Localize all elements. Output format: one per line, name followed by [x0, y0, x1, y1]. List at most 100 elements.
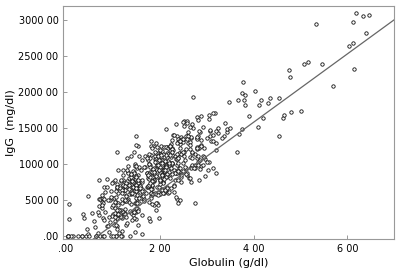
Point — [174, 156, 180, 161]
Point — [180, 138, 187, 142]
Point — [175, 169, 181, 173]
Point — [133, 134, 140, 139]
Point — [156, 158, 162, 162]
Point — [210, 111, 216, 116]
Point — [118, 179, 124, 183]
Point — [134, 178, 141, 183]
Point — [139, 232, 145, 237]
Point — [120, 178, 127, 182]
Point — [128, 191, 134, 196]
Point — [164, 186, 170, 190]
Point — [144, 156, 150, 161]
Point — [174, 201, 181, 206]
Point — [174, 163, 180, 167]
Y-axis label: IgG  (mg/dl): IgG (mg/dl) — [6, 89, 16, 156]
Point — [176, 139, 183, 143]
Point — [133, 189, 140, 193]
Point — [156, 216, 162, 220]
Point — [122, 184, 128, 189]
Point — [130, 185, 137, 189]
Point — [188, 180, 194, 184]
Point — [108, 194, 114, 199]
Point — [135, 144, 141, 149]
Point — [164, 155, 170, 159]
Point — [178, 135, 184, 139]
Point — [112, 223, 119, 227]
Point — [198, 144, 204, 148]
Point — [168, 166, 175, 170]
Point — [176, 150, 182, 155]
Point — [194, 146, 200, 150]
Point — [286, 74, 293, 79]
Point — [114, 208, 120, 213]
Point — [154, 171, 160, 175]
Point — [96, 178, 103, 182]
Point — [195, 153, 202, 158]
Point — [154, 190, 161, 195]
Point — [160, 191, 166, 195]
Point — [161, 158, 167, 162]
Point — [166, 160, 172, 165]
Point — [157, 165, 164, 170]
Point — [146, 152, 152, 156]
Point — [168, 172, 175, 176]
Point — [193, 137, 200, 141]
Point — [133, 143, 139, 147]
Point — [115, 212, 121, 216]
Point — [126, 191, 132, 196]
Point — [275, 96, 282, 100]
Point — [134, 223, 141, 227]
Point — [144, 184, 151, 188]
Point — [144, 158, 151, 162]
Point — [114, 187, 120, 191]
Point — [129, 191, 135, 195]
Point — [163, 175, 170, 180]
Point — [81, 216, 87, 220]
Point — [177, 166, 183, 170]
Point — [131, 171, 138, 175]
Point — [139, 193, 145, 198]
Point — [200, 155, 207, 159]
Point — [154, 162, 161, 167]
Point — [91, 219, 98, 223]
Point — [127, 192, 134, 196]
Point — [160, 175, 166, 179]
Point — [168, 186, 174, 190]
Point — [173, 157, 179, 162]
Point — [140, 196, 147, 200]
Point — [167, 155, 174, 159]
Point — [187, 125, 194, 130]
Point — [133, 175, 139, 179]
Point — [136, 179, 143, 183]
Point — [203, 136, 210, 140]
Point — [185, 134, 191, 138]
Point — [170, 184, 177, 188]
Point — [120, 183, 126, 187]
Point — [297, 109, 304, 113]
Point — [267, 96, 274, 100]
Point — [195, 163, 202, 167]
Point — [85, 232, 91, 236]
Point — [132, 184, 139, 188]
Point — [185, 141, 191, 145]
Point — [121, 212, 128, 216]
Point — [162, 163, 169, 167]
Point — [100, 234, 106, 238]
Point — [188, 136, 195, 140]
Point — [288, 110, 294, 114]
Point — [198, 143, 204, 147]
Point — [127, 209, 133, 213]
Point — [136, 154, 142, 158]
Point — [136, 196, 142, 200]
Point — [128, 185, 135, 189]
Point — [123, 223, 129, 227]
Point — [259, 116, 266, 120]
Point — [156, 178, 163, 182]
Point — [145, 173, 152, 178]
Point — [146, 162, 152, 166]
Point — [148, 139, 154, 143]
Point — [197, 167, 204, 171]
Point — [115, 167, 122, 172]
Point — [129, 213, 136, 217]
Point — [174, 152, 180, 156]
